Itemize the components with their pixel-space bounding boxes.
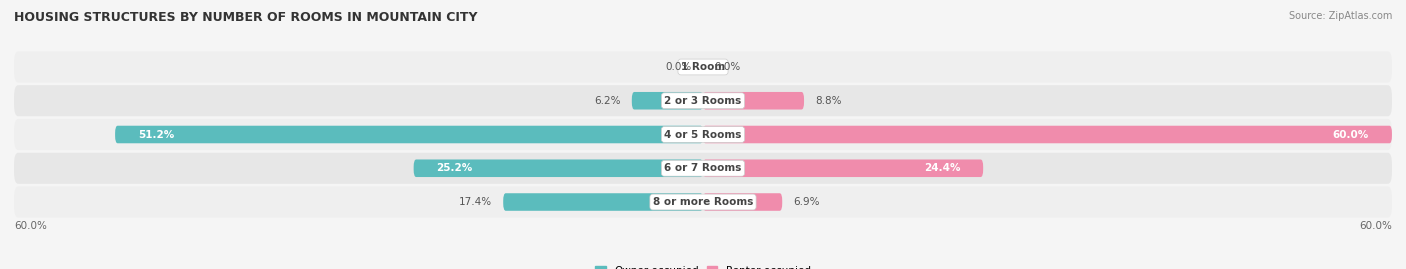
Text: 60.0%: 60.0% <box>1360 221 1392 231</box>
FancyBboxPatch shape <box>703 126 1392 143</box>
Legend: Owner-occupied, Renter-occupied: Owner-occupied, Renter-occupied <box>595 266 811 269</box>
FancyBboxPatch shape <box>14 51 1392 83</box>
Text: 51.2%: 51.2% <box>138 129 174 140</box>
Text: 6 or 7 Rooms: 6 or 7 Rooms <box>664 163 742 173</box>
Text: 1 Room: 1 Room <box>681 62 725 72</box>
FancyBboxPatch shape <box>631 92 703 109</box>
Text: 8.8%: 8.8% <box>815 96 842 106</box>
Text: 0.0%: 0.0% <box>714 62 741 72</box>
Text: 4 or 5 Rooms: 4 or 5 Rooms <box>664 129 742 140</box>
FancyBboxPatch shape <box>413 160 703 177</box>
Text: 0.0%: 0.0% <box>665 62 692 72</box>
Text: 17.4%: 17.4% <box>458 197 492 207</box>
FancyBboxPatch shape <box>115 126 703 143</box>
Text: 25.2%: 25.2% <box>437 163 472 173</box>
FancyBboxPatch shape <box>503 193 703 211</box>
Text: 8 or more Rooms: 8 or more Rooms <box>652 197 754 207</box>
FancyBboxPatch shape <box>14 85 1392 116</box>
FancyBboxPatch shape <box>14 186 1392 218</box>
Text: HOUSING STRUCTURES BY NUMBER OF ROOMS IN MOUNTAIN CITY: HOUSING STRUCTURES BY NUMBER OF ROOMS IN… <box>14 11 478 24</box>
Text: 60.0%: 60.0% <box>1333 129 1369 140</box>
Text: 6.9%: 6.9% <box>794 197 820 207</box>
FancyBboxPatch shape <box>703 160 983 177</box>
FancyBboxPatch shape <box>703 193 782 211</box>
FancyBboxPatch shape <box>14 119 1392 150</box>
FancyBboxPatch shape <box>703 92 804 109</box>
Text: 24.4%: 24.4% <box>924 163 960 173</box>
Text: Source: ZipAtlas.com: Source: ZipAtlas.com <box>1288 11 1392 21</box>
Text: 60.0%: 60.0% <box>14 221 46 231</box>
Text: 6.2%: 6.2% <box>593 96 620 106</box>
Text: 2 or 3 Rooms: 2 or 3 Rooms <box>665 96 741 106</box>
FancyBboxPatch shape <box>14 153 1392 184</box>
